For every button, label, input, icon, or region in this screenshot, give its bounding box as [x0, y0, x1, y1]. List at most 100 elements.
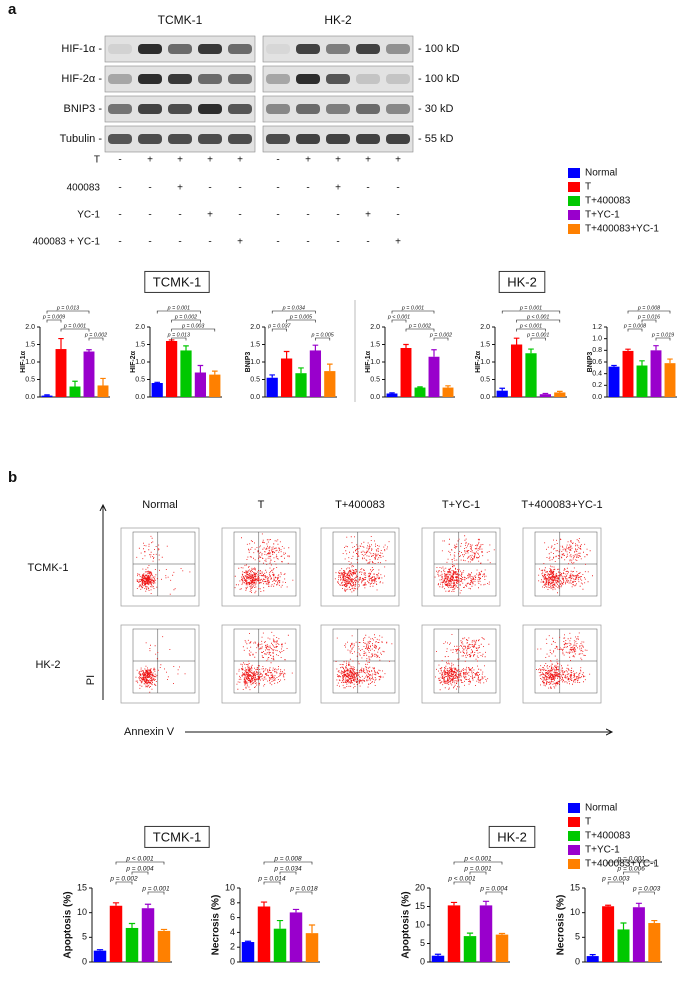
- error-bar: [44, 394, 50, 396]
- y-tick-label: 0: [82, 956, 87, 966]
- blot-band: [356, 134, 380, 144]
- blot-band: [168, 74, 192, 84]
- legend-swatch: [568, 196, 580, 206]
- bar: [554, 392, 566, 397]
- y-tick-label: 15: [570, 882, 580, 892]
- blot-band: [228, 44, 252, 54]
- error-bar: [312, 344, 319, 351]
- y-tick-label: 0: [230, 956, 235, 966]
- error-bar: [513, 337, 520, 345]
- legend-label: Normal: [585, 803, 617, 814]
- error-bar: [308, 924, 316, 934]
- significance-bracket: [286, 319, 316, 323]
- flow-column-label: Normal: [142, 499, 177, 511]
- legend-label: T+YC-1: [585, 210, 620, 221]
- p-value: p = 0.006: [617, 866, 646, 873]
- significance-bracket: [171, 337, 187, 341]
- flow-dots: [435, 634, 490, 691]
- y-tick-label: 1.2: [592, 324, 602, 331]
- bar: [241, 942, 255, 962]
- flow-dots: [536, 632, 591, 689]
- significance-bracket: [453, 861, 503, 865]
- flow-plot-frame: [421, 527, 501, 607]
- bar: [83, 351, 95, 397]
- bar: [447, 905, 461, 962]
- significance-bracket: [263, 861, 313, 865]
- p-value: p = 0.002: [408, 323, 431, 329]
- blot-band: [138, 74, 162, 84]
- treatment-cell: -: [306, 210, 309, 221]
- bar: [650, 350, 662, 397]
- y-tick-label: 10: [570, 907, 580, 917]
- flow-dots: [335, 634, 393, 689]
- significance-bracket: [453, 881, 471, 885]
- y-tick-label: 10: [77, 907, 87, 917]
- error-bar: [445, 385, 451, 388]
- y-tick-label: 2.0: [25, 324, 35, 331]
- p-value: p = 0.001: [401, 305, 424, 311]
- treatment-label: T: [94, 155, 100, 166]
- flow-row-label: HK-2: [35, 659, 60, 671]
- bar: [664, 363, 676, 397]
- bar: [41, 395, 53, 397]
- blot-band: [296, 104, 320, 114]
- p-value: p = 0.037: [267, 323, 291, 329]
- treatment-cell: -: [276, 155, 279, 166]
- legend-label: T: [585, 817, 591, 828]
- blot-band: [198, 134, 222, 144]
- blot-band: [198, 74, 222, 84]
- flow-plot-frame: [421, 624, 501, 704]
- flow-plot-frame: [221, 624, 301, 704]
- flow-plot-frame: [522, 527, 602, 607]
- blot-band: [296, 74, 320, 84]
- y-tick-label: 1.0: [135, 359, 145, 366]
- p-value: p = 0.005: [310, 332, 333, 338]
- error-bar: [466, 932, 474, 937]
- error-bar: [589, 954, 596, 957]
- bar: [586, 956, 599, 962]
- error-bar: [197, 364, 204, 373]
- significance-bracket: [607, 881, 624, 885]
- error-bar: [72, 380, 78, 387]
- error-bar: [389, 392, 395, 394]
- error-bar: [326, 363, 333, 372]
- y-axis-label: HIF-2α: [475, 350, 482, 373]
- y-tick-label: 1.0: [592, 336, 602, 343]
- blot-band: [138, 44, 162, 54]
- y-tick-label: 0.5: [25, 376, 35, 383]
- significance-bracket: [171, 328, 216, 332]
- p-value: p = 0.008: [637, 305, 660, 311]
- p-value: p < 0.001: [125, 856, 154, 863]
- cell-line-label: TCMK-1: [158, 13, 203, 27]
- bar: [309, 350, 322, 397]
- y-tick-label: 4: [230, 927, 235, 937]
- bar: [525, 353, 537, 397]
- y-axis-label: HIF-1α: [365, 350, 372, 373]
- error-bar: [611, 364, 617, 367]
- bar: [273, 928, 287, 962]
- legend-swatch: [568, 803, 580, 813]
- treatment-cell: -: [238, 210, 241, 221]
- treatment-label: YC-1: [77, 210, 100, 221]
- legend-swatch: [568, 831, 580, 841]
- y-axis-label: Necrosis (%): [556, 895, 567, 956]
- y-tick-label: 0.5: [480, 376, 490, 383]
- size-label: - 55 kD: [418, 133, 454, 145]
- legend-label: T+400083+YC-1: [585, 859, 659, 870]
- treatment-cell: -: [336, 237, 339, 248]
- title-box: [144, 825, 210, 848]
- treatment-cell: +: [395, 237, 401, 248]
- significance-bracket: [627, 310, 671, 314]
- treatment-cell: -: [208, 183, 211, 194]
- blot-band: [108, 44, 132, 54]
- bar: [479, 905, 493, 962]
- blot-band: [326, 44, 350, 54]
- significance-bracket: [156, 310, 201, 314]
- blot-band: [168, 134, 192, 144]
- treatment-cell: +: [177, 183, 183, 194]
- p-value: p < 0.001: [463, 856, 492, 863]
- y-axis-label: HIF-1α: [20, 350, 27, 373]
- bar: [266, 377, 278, 397]
- flow-dots: [434, 535, 495, 594]
- p-value: p = 0.001: [519, 305, 542, 311]
